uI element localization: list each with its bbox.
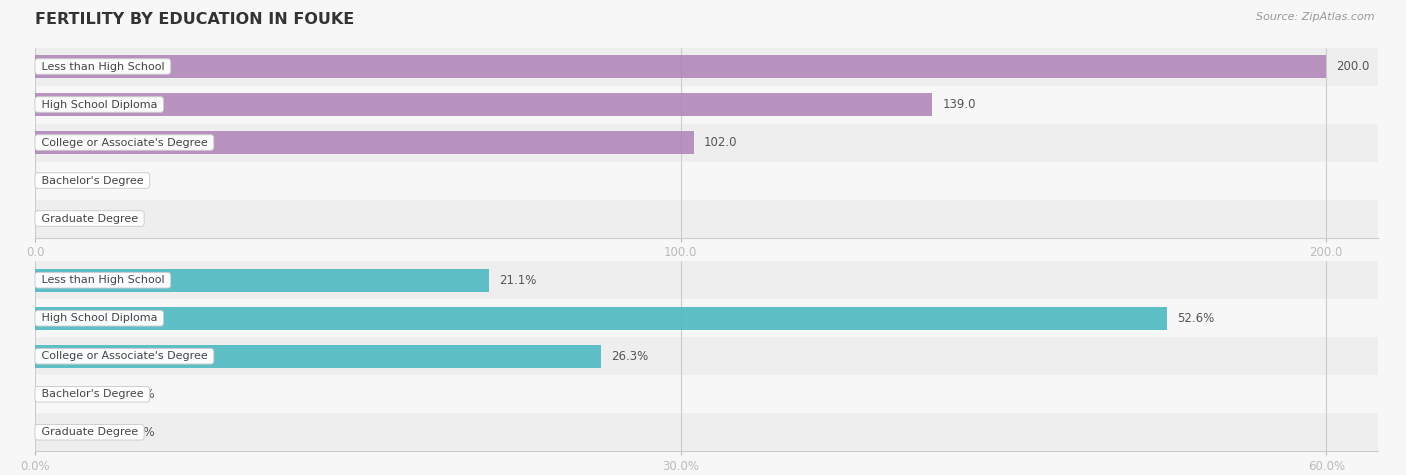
Bar [35,413,1391,451]
Text: Less than High School: Less than High School [38,61,167,72]
Bar [35,375,1391,413]
Text: FERTILITY BY EDUCATION IN FOUKE: FERTILITY BY EDUCATION IN FOUKE [35,12,354,27]
Text: Graduate Degree: Graduate Degree [38,427,142,437]
Text: High School Diploma: High School Diploma [38,99,160,110]
Text: Less than High School: Less than High School [38,275,167,285]
Bar [35,48,1391,86]
Bar [35,299,1391,337]
Text: 0.0: 0.0 [125,212,143,225]
Text: 0.0%: 0.0% [125,388,155,401]
Bar [35,86,1391,124]
Text: Graduate Degree: Graduate Degree [38,213,142,224]
Bar [35,162,1391,199]
Bar [35,55,1326,78]
Bar [35,261,1391,299]
Text: College or Associate's Degree: College or Associate's Degree [38,137,211,148]
Bar [35,131,693,154]
Text: Source: ZipAtlas.com: Source: ZipAtlas.com [1257,12,1375,22]
Text: 0.0: 0.0 [125,174,143,187]
Text: 26.3%: 26.3% [612,350,648,363]
Bar [35,269,489,292]
Text: Bachelor's Degree: Bachelor's Degree [38,389,146,399]
Text: Bachelor's Degree: Bachelor's Degree [38,175,146,186]
Text: College or Associate's Degree: College or Associate's Degree [38,351,211,361]
Bar [35,345,602,368]
Text: 0.0%: 0.0% [125,426,155,439]
Text: 200.0: 200.0 [1337,60,1369,73]
Text: 52.6%: 52.6% [1177,312,1215,325]
Text: 21.1%: 21.1% [499,274,537,287]
Text: High School Diploma: High School Diploma [38,313,160,323]
Bar [35,337,1391,375]
Bar [35,200,1391,238]
Text: 102.0: 102.0 [704,136,737,149]
Bar [35,124,1391,162]
Text: 139.0: 139.0 [943,98,976,111]
Bar [35,93,932,116]
Bar [35,307,1167,330]
